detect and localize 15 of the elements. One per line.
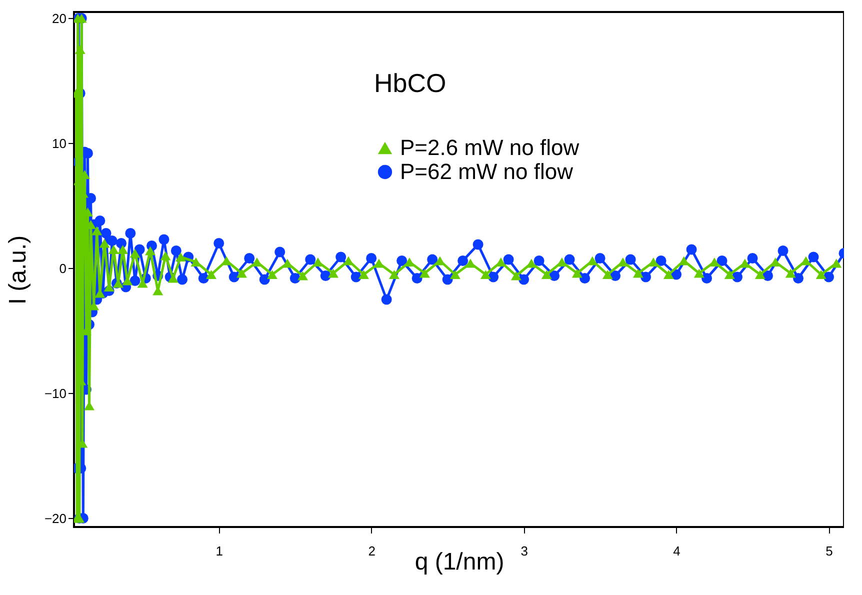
- y-tick-label: 10: [52, 136, 66, 151]
- text: HbCO: [374, 68, 446, 98]
- x-tick-label: 2: [368, 544, 376, 558]
- y-tick-label: −10: [44, 386, 66, 401]
- y-tick-label: −20: [44, 510, 66, 526]
- y-tick-label: 20: [52, 10, 66, 26]
- legend-label: P=62 mW no flow: [400, 159, 574, 184]
- legend-label: P=2.6 mW no flow: [400, 135, 580, 160]
- x-axis-title: q (1/nm): [414, 548, 504, 576]
- x-tick-label: 3: [520, 544, 528, 558]
- x-tick-label: 4: [673, 544, 680, 558]
- y-tick-label: 0: [59, 260, 66, 276]
- x-tick-label: 5: [826, 544, 833, 558]
- x-tick-label: 1: [216, 544, 223, 558]
- y-axis-title: I (a.u.): [4, 235, 32, 305]
